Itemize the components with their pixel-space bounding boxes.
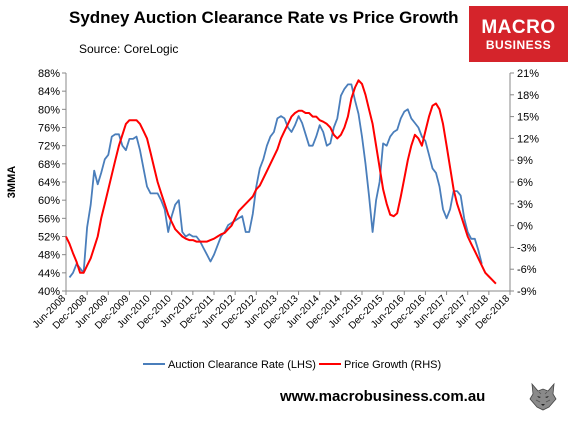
y-right-tick-label: 6%	[517, 177, 533, 189]
y-right-tick-label: -6%	[517, 264, 537, 276]
series-lines	[65, 79, 497, 285]
legend-label: Price Growth (RHS)	[344, 359, 441, 371]
logo-line-2: BUSINESS	[485, 38, 552, 52]
y-left-tick-label: 44%	[38, 268, 60, 280]
y-left-tick-label: 60%	[38, 195, 60, 207]
y-left-tick-label: 48%	[38, 250, 60, 262]
y-left-tick-label: 56%	[38, 213, 60, 225]
axes: 40% 44% 48% 52% 56% 60% 64% 68% 72% 76% 80% 84% 88% -…	[6, 68, 539, 332]
y-right-tick-label: 9%	[517, 155, 533, 167]
macrobusiness-logo: MACRO BUSINESS	[469, 6, 568, 62]
y-right-tick-label: -3%	[517, 242, 537, 254]
y-right-tick-label: 3%	[517, 199, 533, 211]
y-right-tick-label: 15%	[517, 112, 539, 124]
y-axis-label: 3MMA	[6, 166, 18, 198]
y-left-tick-label: 40%	[38, 286, 60, 298]
y-right-tick-label: 21%	[517, 68, 539, 80]
clearance-rate-line	[68, 83, 483, 278]
legend-label: Auction Clearance Rate (LHS)	[168, 359, 316, 371]
y-left-tick-label: 68%	[38, 159, 60, 171]
y-left-tick-label: 80%	[38, 104, 60, 116]
y-left-tick-label: 76%	[38, 123, 60, 135]
y-left-tick-label: 88%	[38, 68, 60, 80]
y-left-tick-label: 72%	[38, 141, 60, 153]
price-growth-line	[65, 79, 497, 285]
y-left-tick-label: 84%	[38, 86, 60, 98]
chart-title: Sydney Auction Clearance Rate vs Price G…	[69, 8, 459, 27]
wolf-logo-icon	[527, 380, 559, 412]
y-right-tick-label: 18%	[517, 90, 539, 102]
y-right-tick-label: 0%	[517, 221, 533, 233]
website-url: www.macrobusiness.com.au	[280, 388, 486, 405]
logo-line-1: MACRO	[481, 17, 556, 38]
chart-source: Source: CoreLogic	[79, 42, 179, 56]
legend: Auction Clearance Rate (LHS) Price Growth…	[143, 359, 441, 371]
y-right-tick-label: 12%	[517, 133, 539, 145]
y-left-tick-label: 64%	[38, 177, 60, 189]
y-left-tick-label: 52%	[38, 232, 60, 244]
y-right-tick-label: -9%	[517, 286, 537, 298]
